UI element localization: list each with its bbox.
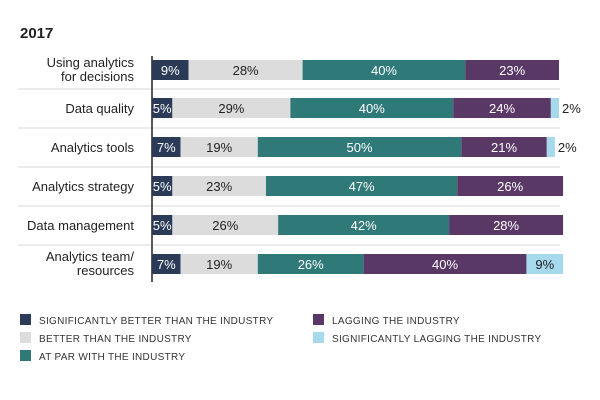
legend-item: SIGNIFICANTLY LAGGING THE INDUSTRY (313, 332, 542, 345)
bar-segment (188, 60, 303, 80)
data-label: 24% (489, 101, 515, 116)
bar-segment (550, 98, 559, 118)
bar-segment (526, 254, 564, 274)
data-label: 26% (298, 257, 324, 272)
legend-swatch (313, 314, 324, 325)
data-label: 5% (153, 179, 172, 194)
legend-label: LAGGING THE INDUSTRY (332, 316, 460, 327)
data-label: 28% (493, 218, 519, 233)
bar-row: Analytics tools 7% 19% 50% 21% 2% (51, 137, 577, 157)
bar-segment (265, 176, 458, 196)
data-label: 5% (153, 218, 172, 233)
chart-title: 2017 (20, 25, 53, 42)
data-label: 9% (161, 63, 180, 78)
bar-row: Analytics strategy 5% 23% 47% 26% (32, 176, 564, 196)
data-label: 23% (206, 179, 232, 194)
bar-segment (449, 215, 564, 235)
bar-segment (152, 176, 173, 196)
legend-swatch (20, 314, 31, 325)
bar-segment (290, 98, 454, 118)
bar-segment (461, 137, 547, 157)
data-label: 29% (218, 101, 244, 116)
data-label: 19% (206, 257, 232, 272)
data-label: 2% (558, 140, 577, 155)
bar-segment (257, 137, 462, 157)
bar-segment (172, 176, 266, 196)
bar-row: Analytics team/resources 7% 19% 26% 40% 9% (46, 249, 564, 278)
data-label: 9% (535, 257, 554, 272)
bar-segment (546, 137, 555, 157)
legend-label: BETTER THAN THE INDUSTRY (39, 334, 192, 345)
data-label: 21% (491, 140, 517, 155)
bar-row: Data management 5% 26% 42% 28% (27, 215, 564, 235)
data-label: 40% (371, 63, 397, 78)
data-label: 23% (499, 63, 525, 78)
data-label: 26% (497, 179, 523, 194)
bar-segment (180, 254, 258, 274)
data-label: 26% (212, 218, 238, 233)
bar-segment (363, 254, 527, 274)
legend-item: LAGGING THE INDUSTRY (313, 314, 460, 327)
bar-row: Using analytics for decisions 9% 28% 40% 23% (47, 55, 559, 84)
data-label: 47% (349, 179, 375, 194)
bar-segment (457, 176, 564, 196)
legend-item: AT PAR WITH THE INDUSTRY (20, 350, 185, 363)
bar-segment (465, 60, 559, 80)
category-label: Analytics strategy (32, 179, 134, 194)
legend-swatch (20, 350, 31, 361)
category-label: Data management (27, 218, 134, 233)
bar-segment (172, 98, 291, 118)
data-label: 50% (347, 140, 373, 155)
data-label: 28% (233, 63, 259, 78)
legend-item: SIGNIFICANTLY BETTER THAN THE INDUSTRY (20, 314, 273, 327)
legend-swatch (313, 332, 324, 343)
bar-segment (152, 215, 173, 235)
legend-label: AT PAR WITH THE INDUSTRY (39, 352, 185, 363)
data-label: 7% (157, 140, 176, 155)
data-label: 7% (157, 257, 176, 272)
category-label: Analytics tools (51, 140, 135, 155)
bar-row: Data quality 5% 29% 40% 24% 2% (65, 98, 581, 118)
bar-segment (152, 98, 173, 118)
category-label: Using analytics for decisions (47, 55, 135, 84)
chart-legend: SIGNIFICANTLY BETTER THAN THE INDUSTRY BE… (20, 314, 542, 363)
data-label: 5% (153, 101, 172, 116)
data-label: 40% (359, 101, 385, 116)
legend-swatch (20, 332, 31, 343)
category-label: Analytics team/resources (46, 249, 135, 278)
chart-rows: Using analytics for decisions 9% 28% 40% 23% D… (18, 55, 581, 282)
category-label: Data quality (65, 101, 134, 116)
bar-segment (302, 60, 466, 80)
data-label: 2% (562, 101, 581, 116)
legend-item: BETTER THAN THE INDUSTRY (20, 332, 192, 345)
data-label: 19% (206, 140, 232, 155)
bar-segment (152, 60, 189, 80)
bar-segment (453, 98, 551, 118)
bar-segment (152, 254, 181, 274)
legend-label: SIGNIFICANTLY LAGGING THE INDUSTRY (332, 334, 542, 345)
data-label: 42% (351, 218, 377, 233)
bar-segment (152, 137, 181, 157)
data-label: 40% (432, 257, 458, 272)
bar-segment (278, 215, 450, 235)
bar-segment (257, 254, 364, 274)
legend-label: SIGNIFICANTLY BETTER THAN THE INDUSTRY (39, 316, 273, 327)
bar-segment (180, 137, 258, 157)
bar-segment (172, 215, 279, 235)
